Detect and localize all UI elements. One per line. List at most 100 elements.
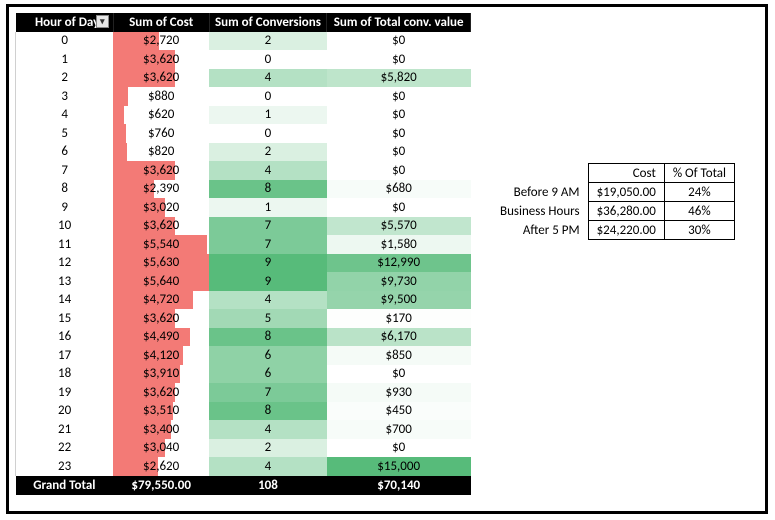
- pivot-header-val[interactable]: Sum of Total conv. value: [327, 13, 471, 32]
- table-row[interactable]: 15$3,6205$170: [16, 309, 471, 328]
- cell-conv-value: $5,820: [327, 69, 471, 88]
- cell-cost: $880: [113, 87, 209, 106]
- cell-conversions: 4: [209, 69, 327, 88]
- table-row[interactable]: 7$3,6204$0: [16, 161, 471, 180]
- cell-cost-value: $3,620: [143, 218, 179, 233]
- cell-hour: 1: [16, 50, 114, 69]
- table-row[interactable]: 10$3,6207$5,570: [16, 217, 471, 236]
- table-row[interactable]: 22$3,0402$0: [16, 439, 471, 458]
- cell-conversions: 9: [209, 254, 327, 273]
- cell-cost-value: $4,490: [143, 329, 179, 344]
- cell-conversions: 4: [209, 161, 327, 180]
- cell-cost-value: $3,620: [143, 70, 179, 85]
- summary-row: Before 9 AM$19,050.0024%: [492, 183, 735, 202]
- grand-total-row: Grand Total $79,550.00 108 $70,140: [16, 476, 471, 495]
- cell-conversions: 1: [209, 106, 327, 125]
- cell-cost-value: $820: [148, 144, 174, 159]
- cell-hour: 3: [16, 87, 114, 106]
- table-row[interactable]: 23$2,6204$15,000: [16, 457, 471, 476]
- table-row[interactable]: 0$2,7202$0: [16, 32, 471, 51]
- cell-conv-value: $5,570: [327, 217, 471, 236]
- summary-label: Business Hours: [492, 202, 588, 221]
- pivot-header-conv[interactable]: Sum of Conversions: [209, 13, 327, 32]
- table-row[interactable]: 1$3,6200$0: [16, 50, 471, 69]
- table-row[interactable]: 19$3,6207$930: [16, 383, 471, 402]
- table-row[interactable]: 21$3,4004$700: [16, 420, 471, 439]
- cell-conv-value: $1,580: [327, 235, 471, 254]
- cell-cost-value: $2,390: [143, 181, 179, 196]
- cell-conversions: 4: [209, 420, 327, 439]
- grand-total-cost: $79,550.00: [113, 476, 209, 495]
- table-row[interactable]: 13$5,6409$9,730: [16, 272, 471, 291]
- pivot-header-cost[interactable]: Sum of Cost: [113, 13, 209, 32]
- cell-cost-value: $5,540: [143, 237, 179, 252]
- cell-conv-value: $0: [327, 439, 471, 458]
- table-row[interactable]: 8$2,3908$680: [16, 180, 471, 199]
- cell-conversions: 7: [209, 383, 327, 402]
- grand-total-val: $70,140: [327, 476, 471, 495]
- cell-cost-value: $3,510: [143, 403, 179, 418]
- table-row[interactable]: 4$6201$0: [16, 106, 471, 125]
- table-row[interactable]: 9$3,0201$0: [16, 198, 471, 217]
- cell-hour: 19: [16, 383, 114, 402]
- table-row[interactable]: 5$7600$0: [16, 124, 471, 143]
- cell-cost: $4,490: [113, 328, 209, 347]
- table-row[interactable]: 17$4,1206$850: [16, 346, 471, 365]
- table-row[interactable]: 2$3,6204$5,820: [16, 69, 471, 88]
- cell-hour: 9: [16, 198, 114, 217]
- summary-pct: 46%: [664, 202, 734, 221]
- cell-cost: $3,620: [113, 69, 209, 88]
- cell-hour: 7: [16, 161, 114, 180]
- table-row[interactable]: 20$3,5108$450: [16, 402, 471, 421]
- table-row[interactable]: 14$4,7204$9,500: [16, 291, 471, 310]
- cell-conv-value: $12,990: [327, 254, 471, 273]
- table-row[interactable]: 12$5,6309$12,990: [16, 254, 471, 273]
- pivot-header-row: Hour of Day ▾ Sum of Cost Sum of Convers…: [16, 13, 471, 32]
- filter-dropdown-icon[interactable]: ▾: [96, 15, 109, 28]
- cell-conversions: 6: [209, 346, 327, 365]
- cell-conv-value: $0: [327, 198, 471, 217]
- table-row[interactable]: 11$5,5407$1,580: [16, 235, 471, 254]
- table-row[interactable]: 3$8800$0: [16, 87, 471, 106]
- cell-conv-value: $850: [327, 346, 471, 365]
- cell-cost: $2,720: [113, 32, 209, 51]
- cell-conv-value: $0: [327, 32, 471, 51]
- cell-conv-value: $0: [327, 106, 471, 125]
- cell-cost: $5,540: [113, 235, 209, 254]
- table-row[interactable]: 16$4,4908$6,170: [16, 328, 471, 347]
- cell-hour: 20: [16, 402, 114, 421]
- pivot-header-hour[interactable]: Hour of Day ▾: [16, 13, 114, 32]
- summary-row: After 5 PM$24,220.0030%: [492, 221, 735, 240]
- cell-conversions: 0: [209, 50, 327, 69]
- cell-hour: 14: [16, 291, 114, 310]
- cost-bar: [113, 106, 124, 125]
- cell-conv-value: $170: [327, 309, 471, 328]
- summary-cost: $19,050.00: [588, 183, 664, 202]
- summary-row: Business Hours$36,280.0046%: [492, 202, 735, 221]
- cell-conversions: 8: [209, 402, 327, 421]
- table-row[interactable]: 18$3,9106$0: [16, 365, 471, 384]
- cell-conversions: 4: [209, 291, 327, 310]
- summary-cost: $24,220.00: [588, 221, 664, 240]
- cost-bar: [113, 143, 127, 162]
- cell-conv-value: $15,000: [327, 457, 471, 476]
- cell-cost: $3,510: [113, 402, 209, 421]
- cell-hour: 23: [16, 457, 114, 476]
- cell-hour: 11: [16, 235, 114, 254]
- cell-conv-value: $0: [327, 87, 471, 106]
- cell-conversions: 2: [209, 143, 327, 162]
- cell-conversions: 0: [209, 124, 327, 143]
- cell-cost: $3,910: [113, 365, 209, 384]
- summary-header-blank: [492, 164, 588, 183]
- cell-conv-value: $0: [327, 143, 471, 162]
- cell-cost-value: $2,620: [143, 459, 179, 474]
- cell-cost: $3,620: [113, 383, 209, 402]
- report-frame: Hour of Day ▾ Sum of Cost Sum of Convers…: [6, 4, 768, 514]
- cell-hour: 5: [16, 124, 114, 143]
- cell-hour: 12: [16, 254, 114, 273]
- cost-bar: [113, 124, 126, 143]
- table-row[interactable]: 6$8202$0: [16, 143, 471, 162]
- cell-conversions: 0: [209, 87, 327, 106]
- cell-conv-value: $6,170: [327, 328, 471, 347]
- cell-cost-value: $760: [148, 126, 174, 141]
